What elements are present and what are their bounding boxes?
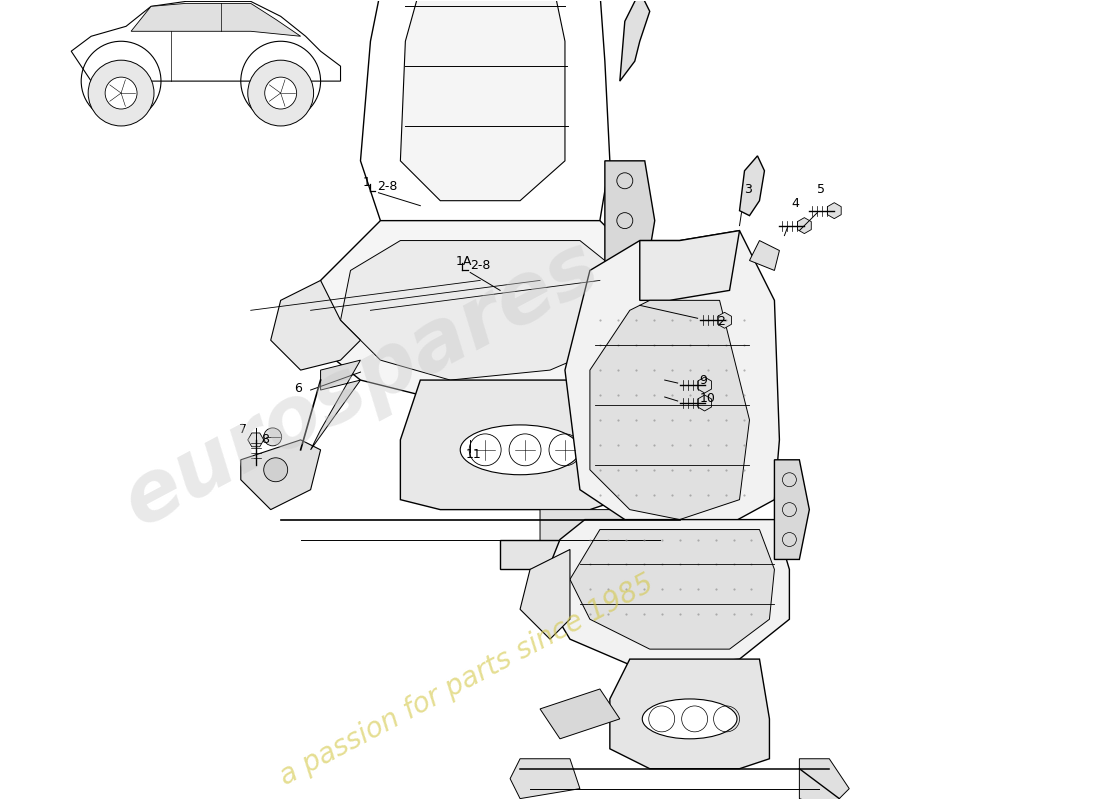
Polygon shape	[510, 758, 580, 798]
Circle shape	[88, 60, 154, 126]
Text: 11: 11	[465, 448, 481, 461]
Polygon shape	[500, 539, 560, 570]
Circle shape	[264, 428, 282, 446]
Polygon shape	[540, 510, 680, 550]
Polygon shape	[310, 360, 361, 450]
Polygon shape	[697, 377, 712, 393]
Text: 3: 3	[745, 182, 752, 196]
Polygon shape	[310, 221, 660, 400]
Polygon shape	[540, 519, 790, 669]
Text: a passion for parts since 1985: a passion for parts since 1985	[275, 569, 659, 791]
Ellipse shape	[642, 699, 737, 739]
Polygon shape	[520, 550, 570, 639]
Polygon shape	[609, 659, 769, 769]
Polygon shape	[131, 3, 300, 36]
Text: 2-8: 2-8	[377, 180, 398, 193]
Polygon shape	[400, 0, 565, 201]
Polygon shape	[570, 530, 774, 649]
Circle shape	[248, 60, 314, 126]
Polygon shape	[400, 380, 619, 510]
Polygon shape	[271, 281, 361, 370]
Polygon shape	[697, 395, 712, 411]
Polygon shape	[798, 218, 812, 234]
Polygon shape	[248, 433, 264, 446]
Polygon shape	[619, 0, 650, 81]
Polygon shape	[739, 156, 764, 216]
Polygon shape	[774, 460, 810, 559]
Polygon shape	[72, 2, 341, 81]
Text: 10: 10	[700, 392, 715, 405]
Text: 5: 5	[817, 182, 825, 196]
Circle shape	[264, 458, 288, 482]
Polygon shape	[241, 440, 320, 510]
Circle shape	[265, 77, 297, 109]
Text: eurospares: eurospares	[110, 225, 614, 543]
Polygon shape	[341, 241, 630, 380]
Polygon shape	[565, 230, 780, 530]
Text: 2: 2	[717, 315, 726, 328]
Polygon shape	[640, 230, 739, 300]
Text: 7: 7	[239, 423, 246, 436]
Polygon shape	[749, 241, 780, 270]
Polygon shape	[540, 689, 619, 739]
Text: 9: 9	[700, 374, 707, 387]
Text: 1: 1	[363, 176, 371, 189]
Polygon shape	[717, 312, 732, 328]
Text: 8: 8	[261, 433, 268, 446]
Text: 4: 4	[791, 197, 800, 210]
Circle shape	[106, 77, 138, 109]
Polygon shape	[800, 758, 849, 800]
Polygon shape	[605, 161, 654, 281]
Ellipse shape	[460, 425, 580, 474]
Text: 1A: 1A	[455, 255, 472, 269]
Text: 2-8: 2-8	[470, 259, 491, 273]
Polygon shape	[827, 202, 842, 218]
Polygon shape	[590, 300, 749, 519]
Text: 6: 6	[294, 382, 301, 395]
